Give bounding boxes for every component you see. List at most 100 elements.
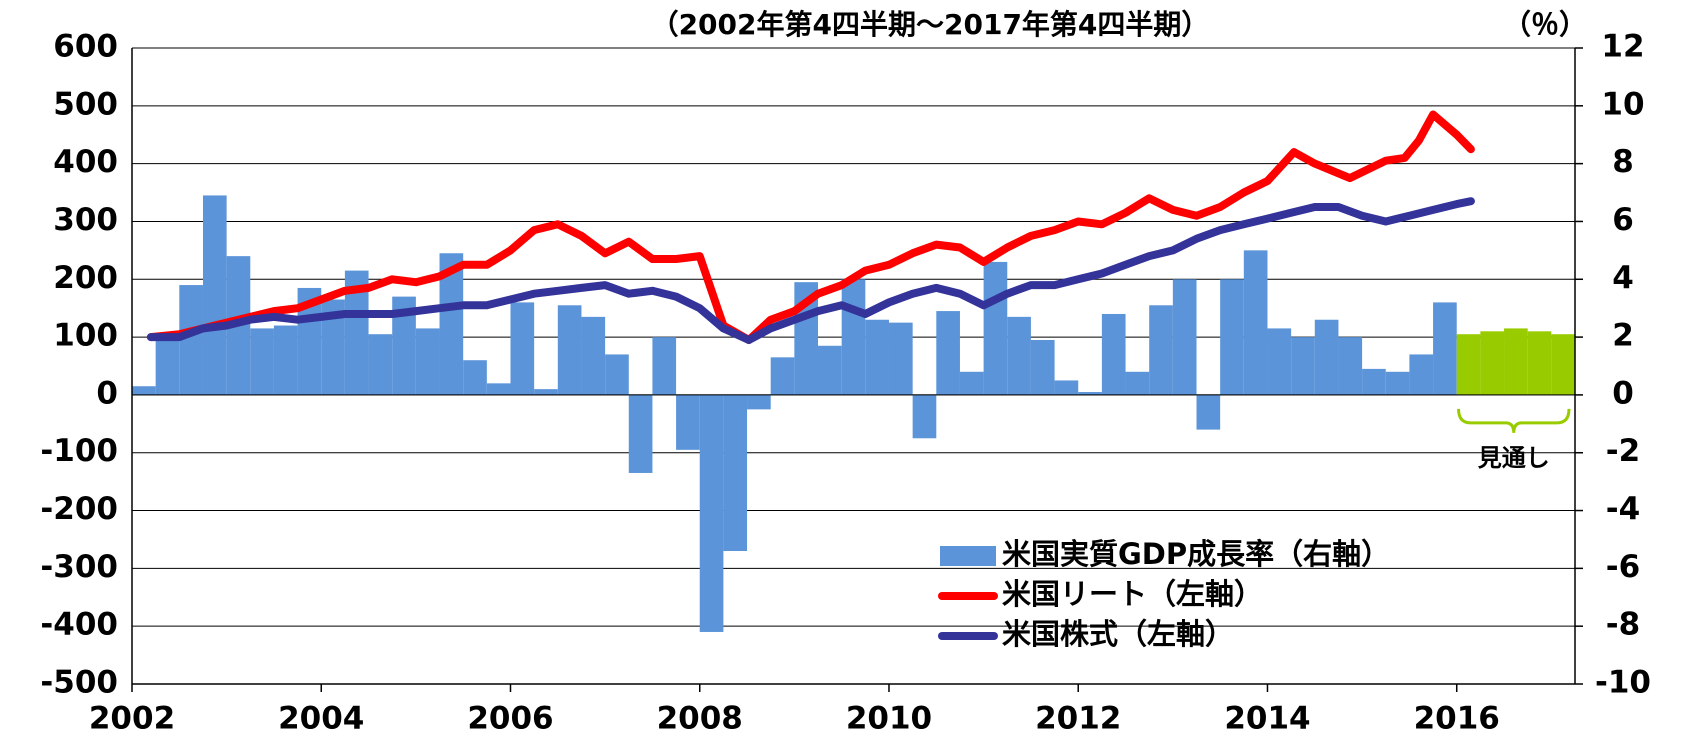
y-tick-label: 100 — [53, 318, 118, 354]
bar — [676, 394, 700, 450]
y2-tick-label: -6 — [1606, 549, 1640, 585]
legend-label: 米国株式（左軸） — [1002, 617, 1234, 651]
bar — [1456, 334, 1481, 395]
y2-tick-label: 8 — [1612, 144, 1634, 180]
y2-tick-label: 10 — [1601, 86, 1644, 122]
bar — [841, 279, 866, 395]
y2-tick-label: -10 — [1595, 665, 1651, 701]
x-tick-label: 2014 — [1224, 701, 1310, 737]
y-tick-label: -500 — [40, 665, 118, 701]
bar — [1314, 319, 1339, 395]
bar — [652, 337, 677, 395]
bar — [1125, 371, 1150, 395]
line — [146, 110, 1475, 344]
bar — [983, 261, 1008, 395]
bar — [1078, 392, 1102, 395]
bar — [1409, 354, 1434, 395]
bar — [1480, 331, 1505, 395]
y-tick-label: -100 — [40, 433, 118, 469]
y-tick-label: -200 — [40, 491, 118, 527]
y2-tick-label: 12 — [1601, 29, 1644, 65]
bar — [888, 322, 913, 395]
bar — [415, 328, 440, 395]
y2-tick-label: 2 — [1612, 318, 1634, 354]
bar — [1220, 279, 1244, 395]
bar — [1362, 368, 1386, 395]
y2-axis-label: （％） — [1503, 8, 1587, 41]
bar — [155, 337, 180, 395]
y2-tick-label: 0 — [1612, 375, 1634, 411]
x-tick-label: 2010 — [846, 701, 932, 737]
bar — [1054, 380, 1079, 395]
bar — [1101, 313, 1126, 395]
y-tick-label: -400 — [40, 607, 118, 643]
annotation-bracket — [1457, 408, 1571, 433]
bar — [534, 389, 558, 395]
bar — [1149, 305, 1173, 395]
x-tick-label: 2006 — [467, 701, 553, 737]
y-tick-label: 0 — [96, 375, 118, 411]
bar — [1385, 371, 1410, 395]
bar — [1433, 302, 1457, 395]
bar — [250, 328, 274, 395]
bar — [132, 386, 156, 395]
y2-tick-label: 6 — [1612, 202, 1634, 238]
y2-tick-label: -8 — [1606, 607, 1640, 643]
bar — [1196, 394, 1221, 430]
y-tick-label: 400 — [53, 144, 118, 180]
bar — [1243, 250, 1268, 395]
annotation: 見通し — [1478, 444, 1550, 472]
bar — [344, 270, 369, 395]
bar — [321, 299, 345, 395]
bar — [699, 394, 724, 632]
y-tick-label: 600 — [53, 29, 118, 65]
bar — [1527, 331, 1552, 395]
bar — [439, 253, 464, 395]
bar — [959, 371, 984, 395]
legend-swatch — [940, 546, 996, 566]
bar — [510, 302, 535, 395]
bar — [865, 319, 889, 395]
bar — [273, 325, 298, 395]
x-tick-label: 2016 — [1414, 701, 1500, 737]
bar — [912, 394, 937, 439]
bar — [605, 354, 629, 395]
bar — [747, 394, 771, 410]
bar — [557, 305, 582, 395]
y2-tick-label: -2 — [1606, 433, 1640, 469]
bar — [202, 195, 227, 395]
bar — [463, 360, 487, 395]
legend-label: 米国実質GDP成長率（右軸） — [1002, 537, 1390, 571]
x-tick-label: 2002 — [89, 701, 175, 737]
bar — [1338, 337, 1363, 395]
y2-tick-label: -4 — [1606, 491, 1640, 527]
bar — [486, 383, 511, 395]
bar — [770, 357, 795, 395]
x-tick-label: 2004 — [278, 701, 364, 737]
bar — [1504, 328, 1528, 395]
y2-tick-label: 4 — [1612, 260, 1634, 296]
y-tick-label: 500 — [53, 86, 118, 122]
bar — [1007, 316, 1031, 395]
y-tick-label: -300 — [40, 549, 118, 585]
bar — [392, 296, 416, 395]
bar — [179, 285, 203, 395]
x-tick-label: 2012 — [1035, 701, 1121, 737]
chart-title: （2002年第4四半期～2017年第4四半期） — [651, 8, 1210, 41]
line — [146, 197, 1475, 344]
bar — [628, 394, 653, 473]
y-tick-label: 300 — [53, 202, 118, 238]
bar — [1291, 337, 1315, 395]
y-tick-label: 200 — [53, 260, 118, 296]
legend-label: 米国リート（左軸） — [1002, 577, 1263, 611]
bar — [1030, 339, 1055, 395]
bar — [1267, 328, 1292, 395]
bar — [723, 394, 748, 552]
bar — [1172, 279, 1197, 395]
bar — [936, 311, 960, 395]
bar — [368, 334, 393, 395]
bar — [818, 345, 842, 395]
x-tick-label: 2008 — [657, 701, 743, 737]
bar — [1551, 334, 1575, 395]
